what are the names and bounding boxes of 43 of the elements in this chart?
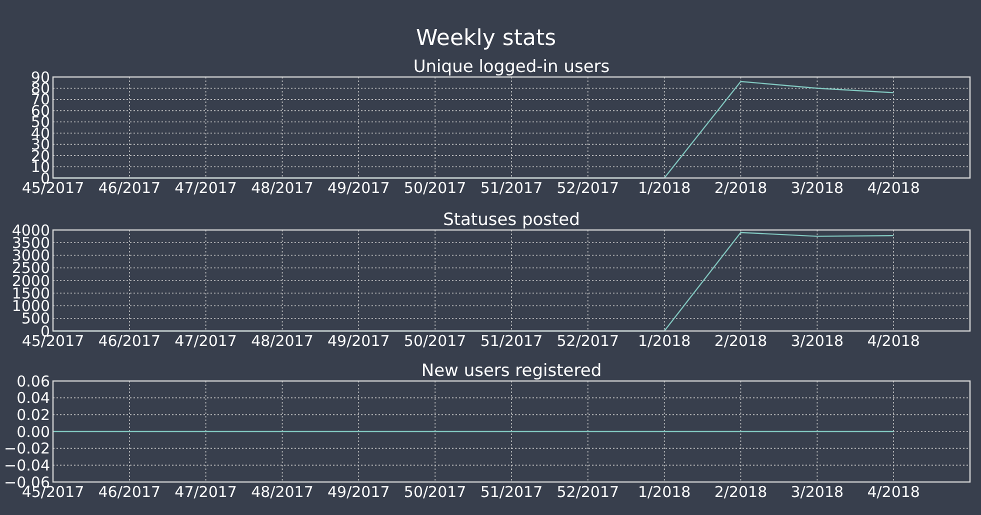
x-tick-label: 46/2017 — [98, 179, 161, 197]
x-tick-label: 48/2017 — [251, 332, 314, 350]
chart-title: Weekly stats — [416, 26, 556, 51]
y-tick-label: 0.06 — [16, 372, 50, 390]
x-tick-label: 1/2018 — [638, 483, 691, 501]
y-tick-label: −0.04 — [4, 456, 50, 474]
x-tick-label: 52/2017 — [556, 332, 620, 350]
x-tick-label: 1/2018 — [638, 332, 691, 350]
x-tick-label: 2/2018 — [714, 179, 768, 197]
x-tick-label: 48/2017 — [251, 179, 314, 197]
x-tick-label: 49/2017 — [328, 483, 390, 501]
x-tick-label: 51/2017 — [480, 483, 543, 501]
chart-subtitle: Unique logged-in users — [413, 57, 610, 77]
x-tick-label: 47/2017 — [174, 179, 237, 197]
x-tick-label: 52/2017 — [556, 179, 620, 197]
y-tick-label: 0.04 — [16, 389, 50, 408]
x-tick-label: 4/2018 — [867, 483, 920, 501]
x-tick-label: 2/2018 — [714, 483, 768, 501]
x-tick-label: 3/2018 — [790, 483, 844, 501]
x-tick-label: 52/2017 — [556, 483, 620, 501]
x-tick-label: 50/2017 — [404, 483, 466, 501]
x-tick-label: 47/2017 — [174, 483, 237, 501]
x-tick-label: 46/2017 — [98, 332, 161, 350]
x-tick-label: 49/2017 — [328, 332, 390, 350]
x-tick-label: 50/2017 — [404, 179, 466, 197]
x-tick-label: 47/2017 — [174, 332, 237, 350]
y-tick-label: −0.02 — [4, 440, 50, 458]
y-tick-label: 0.02 — [16, 406, 50, 424]
x-tick-label: 4/2018 — [867, 179, 920, 197]
x-tick-label: 46/2017 — [98, 483, 161, 501]
x-tick-label: 4/2018 — [867, 332, 920, 350]
x-tick-label: 48/2017 — [251, 483, 314, 501]
x-tick-label: 2/2018 — [714, 332, 768, 350]
chart-subtitle: Statuses posted — [443, 210, 580, 230]
chart-subtitle: New users registered — [421, 361, 602, 381]
x-tick-label: 50/2017 — [404, 332, 466, 350]
x-tick-label: 3/2018 — [790, 179, 844, 197]
x-tick-label: 49/2017 — [328, 179, 390, 197]
x-tick-label: 51/2017 — [480, 332, 543, 350]
x-tick-label: 3/2018 — [790, 332, 844, 350]
y-tick-label: 0.00 — [16, 422, 50, 441]
x-tick-label: 1/2018 — [638, 179, 691, 197]
x-tick-label: 51/2017 — [480, 179, 543, 197]
